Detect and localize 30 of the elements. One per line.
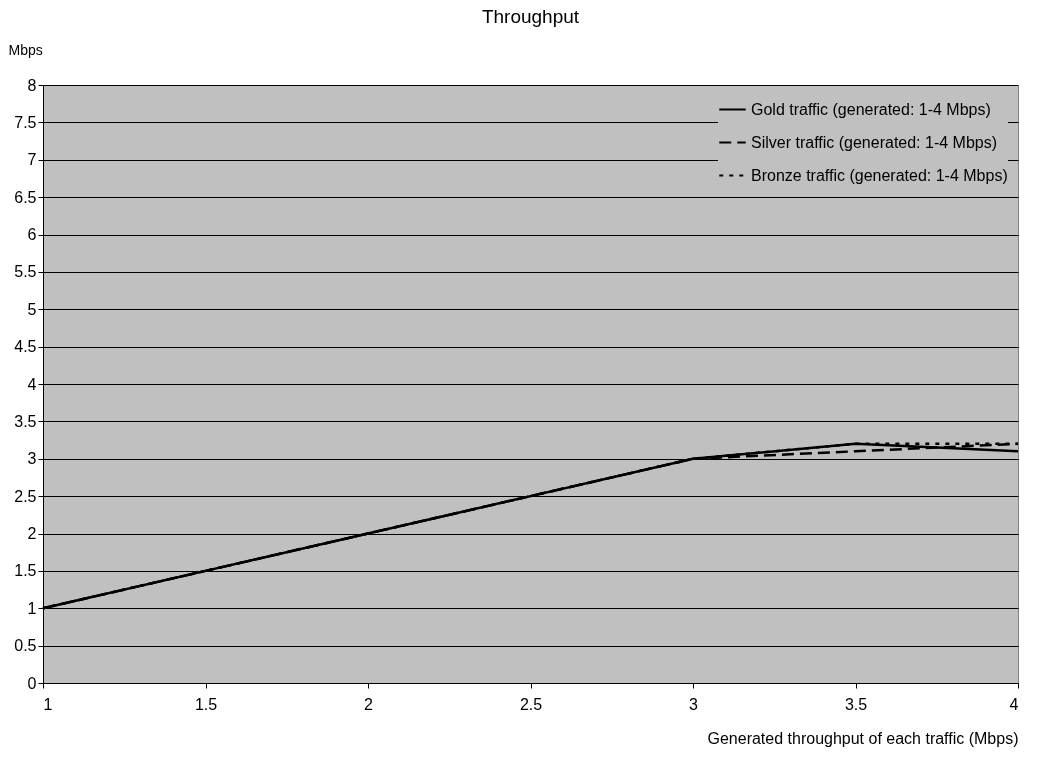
y-tick-label: 1 <box>27 599 37 617</box>
x-tick-label: 3 <box>689 695 699 713</box>
x-tick-label: 2.5 <box>519 695 543 713</box>
y-tick-label: 6.5 <box>14 188 37 206</box>
y-tick-label: 2 <box>27 525 37 542</box>
legend-label: Bronze traffic (generated: 1-4 Mbps) <box>751 166 1008 184</box>
y-tick-label: 0.5 <box>14 637 37 655</box>
y-tick-label: 4.5 <box>14 338 37 356</box>
x-tick-label: 1.5 <box>194 695 218 713</box>
y-tick-label: 8 <box>27 76 37 94</box>
x-axis-title: Generated throughput of each traffic (Mbps) <box>707 729 1019 747</box>
x-tick-label: 1 <box>43 695 53 713</box>
y-axis-title: Mbps <box>8 41 43 58</box>
legend-label: Silver traffic (generated: 1-4 Mbps) <box>751 133 998 151</box>
y-tick-label: 2.5 <box>14 487 37 505</box>
x-tick-label: 4 <box>1009 695 1019 713</box>
y-tick-label: 7 <box>27 151 37 169</box>
y-tick-label: 5.5 <box>14 263 37 281</box>
y-tick-label: 4 <box>27 375 37 393</box>
y-tick-label: 1.5 <box>14 562 37 580</box>
y-tick-label: 0 <box>27 674 37 692</box>
x-tick-label: 3.5 <box>844 695 868 713</box>
legend-label: Gold traffic (generated: 1-4 Mbps) <box>751 100 991 118</box>
y-tick-label: 3 <box>27 450 37 468</box>
y-tick-label: 7.5 <box>14 113 37 131</box>
y-tick-label: 5 <box>27 300 37 318</box>
x-tick-label: 2 <box>364 695 374 713</box>
y-tick-label: 6 <box>27 226 37 243</box>
y-tick-label: 3.5 <box>14 412 37 430</box>
chart-title: Throughput <box>481 6 580 27</box>
